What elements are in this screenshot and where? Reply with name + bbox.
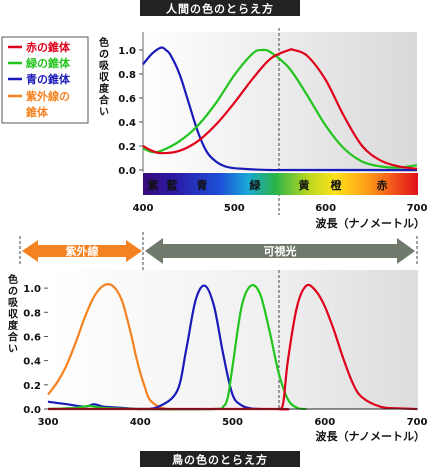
bird-x-ticks: 300 400 500 600 700 xyxy=(38,417,428,428)
legend-blue-label: 青の錐体 xyxy=(26,72,71,86)
human-x-tick-label: 500 xyxy=(224,203,245,214)
bird-series-line-0 xyxy=(47,283,178,411)
bird-x-tick-label: 300 xyxy=(38,417,59,428)
spectrum-label: 紫 xyxy=(148,178,159,192)
human-y-tick-label: 0.8 xyxy=(118,70,136,81)
spectrum-labels: 紫藍 青 緑 黄 橙 赤 xyxy=(148,178,388,192)
bird-series-line-2 xyxy=(47,284,307,411)
bird-x-label: 波長（ナノメートル） xyxy=(316,429,425,443)
bird-y-label-char: の xyxy=(8,287,18,298)
human-y-label-char: 色 xyxy=(99,36,109,49)
bird-x-tick-label: 500 xyxy=(222,417,243,428)
spectrum-label: 橙 xyxy=(331,178,343,192)
human-series-line-1 xyxy=(142,48,418,169)
human-y-tick-label: 0.6 xyxy=(118,94,136,105)
human-chart: 0.0 0.2 0.4 0.6 0.8 1.0 色の吸収度合い 紫藍 青 緑 黄 橙 赤 400 50… xyxy=(98,28,427,230)
human-series-line-2 xyxy=(142,48,418,170)
bottom-banner: 鳥の色のとらえ方 xyxy=(140,451,300,467)
legend: 赤の錐体 緑の錐体 青の錐体 紫外線の 錐体 xyxy=(1,36,89,124)
spectrum-label: 青 xyxy=(197,178,208,192)
human-y-tick-label: 0.2 xyxy=(118,142,136,153)
bird-y-tick-label: 0.0 xyxy=(23,405,41,416)
bird-x-tick-label: 700 xyxy=(407,417,428,428)
bird-y-tick-label: 0.4 xyxy=(23,357,41,368)
human-y-tick-label: 0.4 xyxy=(118,118,136,129)
human-y-label-char: 度 xyxy=(99,82,110,95)
bird-y-label-char: 色 xyxy=(8,273,18,286)
human-y-label-char: 合 xyxy=(98,94,110,107)
human-y-ticks: 0.0 0.2 0.4 0.6 0.8 1.0 xyxy=(118,46,143,177)
human-series xyxy=(142,46,418,172)
bottom-banner-title: 鳥の色のとらえ方 xyxy=(172,453,268,467)
bird-chart: 0.0 0.2 0.4 0.6 0.8 1.0 300 400 500 600 700 色の吸収度… xyxy=(7,270,427,443)
legend-red-label: 赤の錐体 xyxy=(26,40,71,54)
bird-y-label-char: い xyxy=(8,344,18,355)
bird-y-label-char: 度 xyxy=(8,319,19,332)
bird-x-tick-label: 400 xyxy=(130,417,151,428)
bird-y-label-char: 合 xyxy=(7,331,19,344)
bird-y-tick-label: 0.2 xyxy=(23,381,41,392)
human-y-label-char: の xyxy=(99,50,109,61)
bird-y-label-char: 吸 xyxy=(8,297,19,309)
top-banner-title: 人間の色のとらえ方 xyxy=(166,2,274,16)
bird-x-tick-label: 600 xyxy=(314,417,335,428)
bird-y-label-char: 収 xyxy=(8,309,19,321)
spectrum-label: 緑 xyxy=(250,178,262,192)
spectrum-label: 赤 xyxy=(377,178,388,192)
bird-y-ticks: 0.0 0.2 0.4 0.6 0.8 1.0 xyxy=(23,284,48,416)
bird-plot-background xyxy=(48,270,418,409)
human-x-tick-label: 400 xyxy=(133,203,154,214)
bird-y-tick-label: 0.6 xyxy=(23,332,41,343)
legend-uv-label: 紫外線の xyxy=(26,89,70,103)
human-y-label-char: 吸 xyxy=(99,60,110,72)
human-series-line-0 xyxy=(142,46,417,172)
human-y-tick-label: 1.0 xyxy=(118,46,136,57)
human-x-tick-label: 600 xyxy=(315,203,336,214)
spectrum-label: 藍 xyxy=(167,178,178,192)
visible-arrow xyxy=(145,238,415,264)
visible-spectrum-bar xyxy=(143,173,418,195)
visible-label: 可視光 xyxy=(264,244,297,258)
bird-y-tick-label: 0.8 xyxy=(23,308,41,319)
human-x-ticks: 400 500 600 700 xyxy=(133,203,428,214)
range-arrows: 紫外線 可視光 xyxy=(19,232,418,412)
bird-series-line-1 xyxy=(47,284,261,411)
uv-arrow xyxy=(22,240,142,262)
human-y-label-char: い xyxy=(99,107,109,118)
human-y-tick-label: 0.0 xyxy=(118,166,136,177)
bird-y-tick-label: 1.0 xyxy=(23,284,41,295)
uv-label: 紫外線 xyxy=(66,244,99,258)
human-x-label: 波長（ナノメートル） xyxy=(316,216,425,230)
human-y-label-char: 収 xyxy=(99,72,110,84)
spectrum-label: 黄 xyxy=(299,178,310,192)
legend-uv-label-2: 錐体 xyxy=(26,105,49,119)
legend-green-label: 緑の錐体 xyxy=(26,56,71,70)
human-x-tick-label: 700 xyxy=(407,203,428,214)
top-banner: 人間の色のとらえ方 xyxy=(140,0,300,16)
